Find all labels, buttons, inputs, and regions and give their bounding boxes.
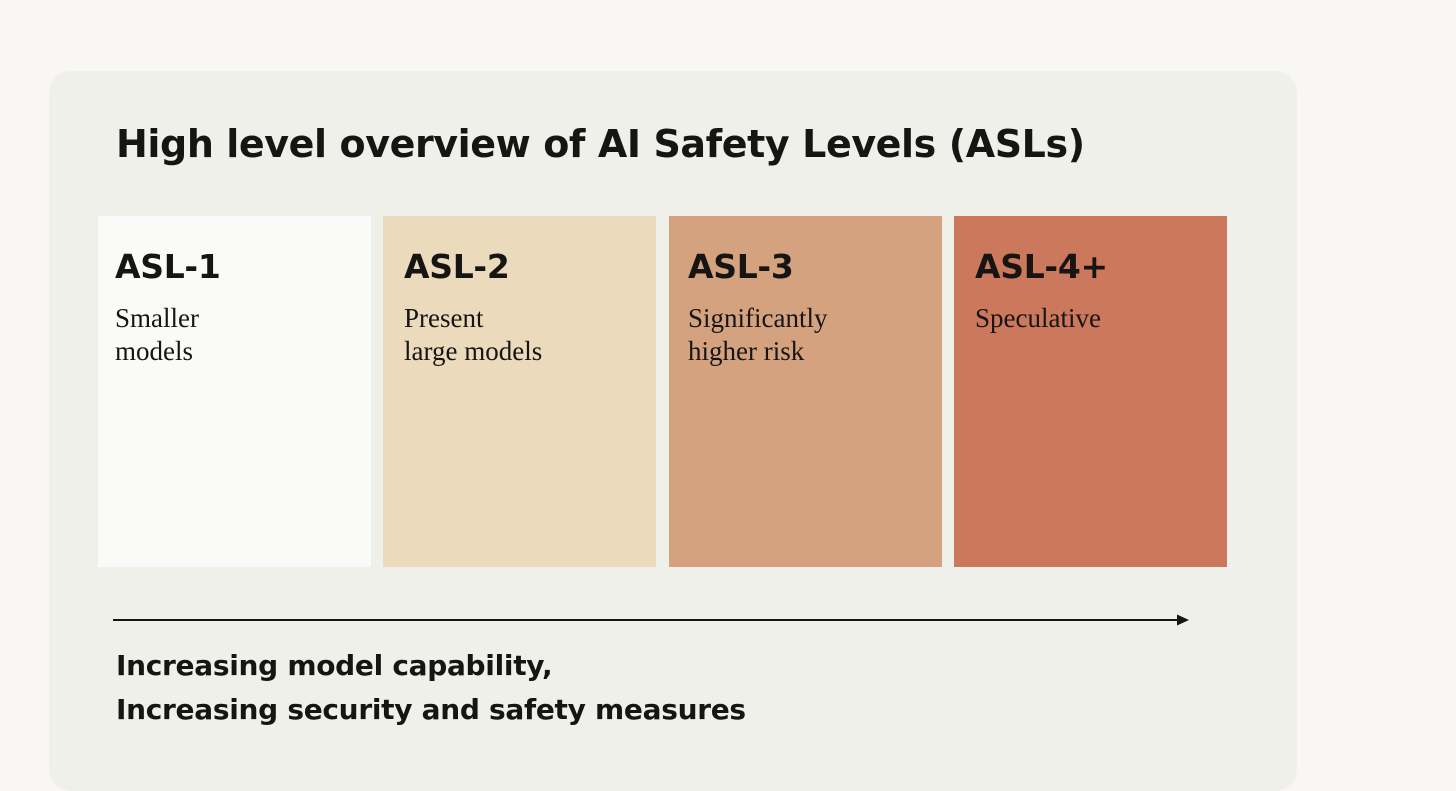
asl-1-label: ASL-1 (115, 247, 221, 286)
asl-1-description: Smaller models (115, 303, 199, 366)
asl-3-description: Significantly higher risk (688, 303, 828, 366)
asl-4-box: ASL-4+ Speculative (954, 216, 1227, 567)
asl-2-description: Present large models (404, 303, 543, 366)
axis-caption-line-2: Increasing security and safety measures (116, 693, 746, 726)
diagram-title: High level overview of AI Safety Levels … (116, 122, 1085, 166)
asl-1-box: ASL-1 Smaller models (98, 216, 371, 567)
asl-2-box: ASL-2 Present large models (383, 216, 656, 567)
axis-caption-line-1: Increasing model capability, (116, 649, 553, 682)
axis-caption: Increasing model capability, Increasing … (116, 644, 746, 732)
asl-3-box: ASL-3 Significantly higher risk (669, 216, 942, 567)
arrow-head-icon (1177, 614, 1189, 626)
asl-3-label: ASL-3 (688, 247, 794, 286)
asl-4-description: Speculative (975, 303, 1101, 333)
asl-2-label: ASL-2 (404, 247, 510, 286)
asl-4-label: ASL-4+ (975, 247, 1108, 286)
progression-arrow (113, 614, 1189, 626)
